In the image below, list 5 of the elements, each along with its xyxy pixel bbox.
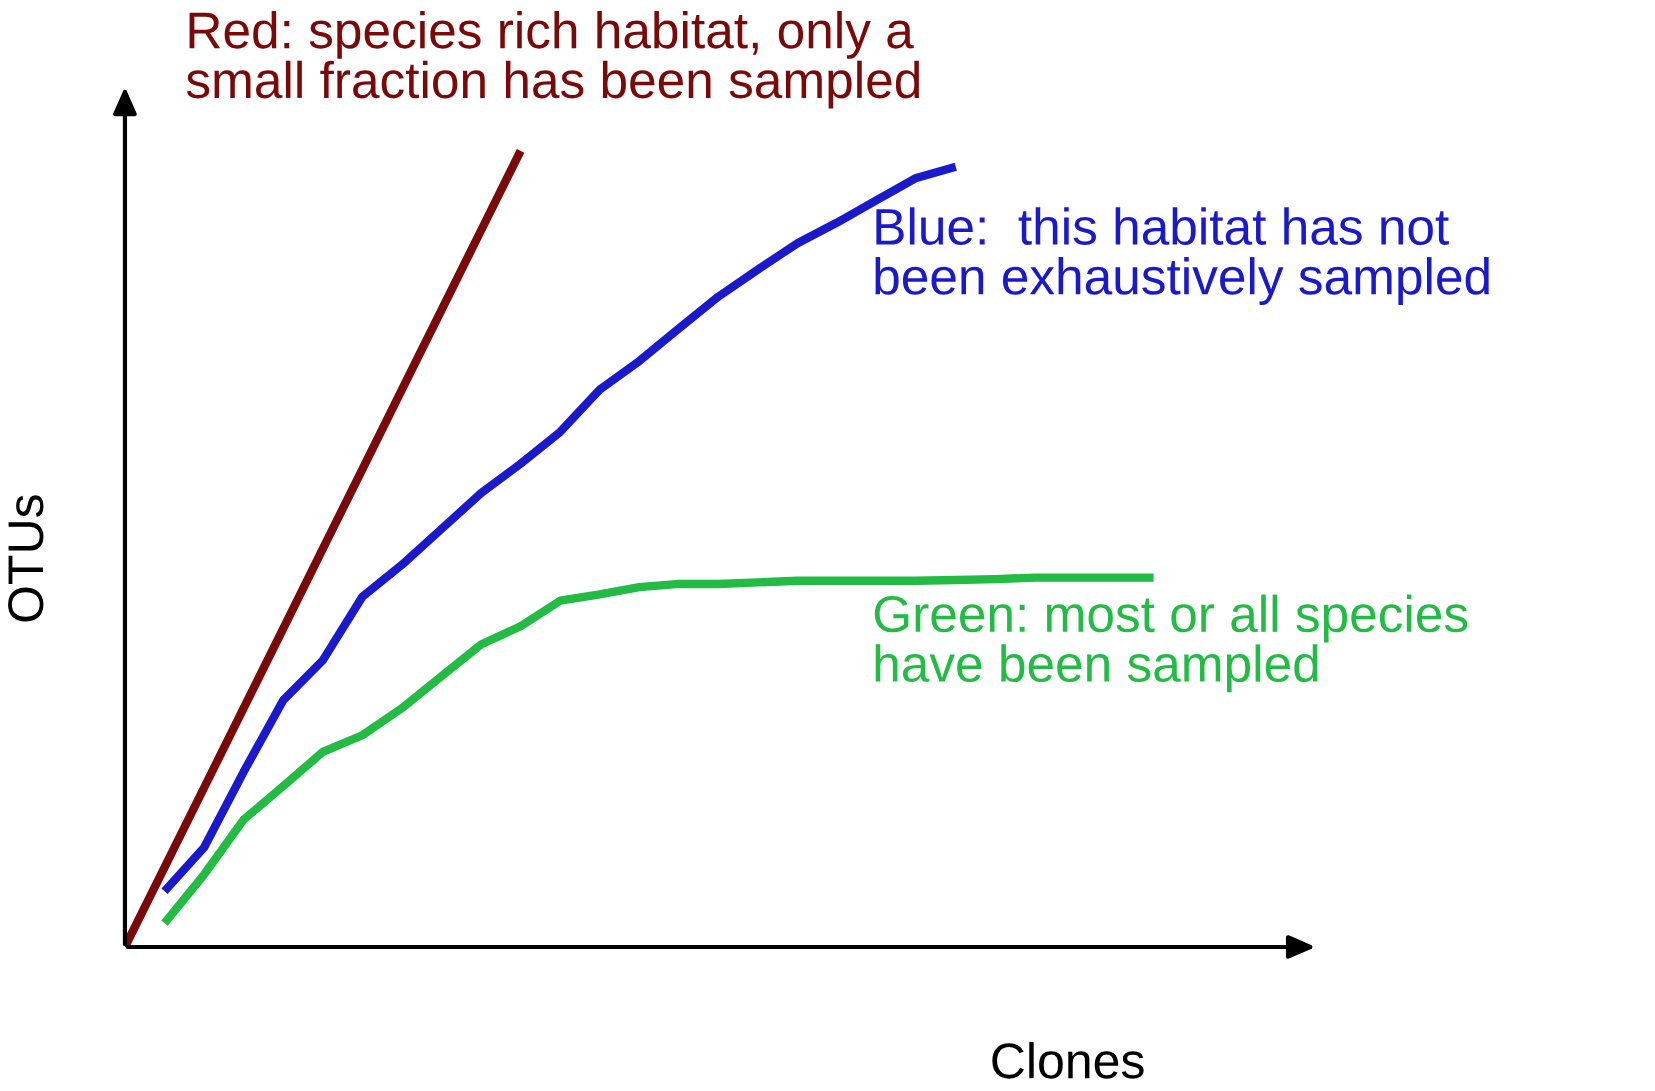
series-label: Red: species rich habitat, only a small fraction has been sampled	[186, 10, 920, 109]
x-axis-title: Clones	[992, 1041, 1144, 1079]
y-axis-title: OTUs	[8, 495, 44, 622]
series-label: Blue: this habitat has not been exhaustively sampled	[875, 207, 1489, 305]
series-label: Green: most or all species have been sampled	[874, 594, 1468, 693]
